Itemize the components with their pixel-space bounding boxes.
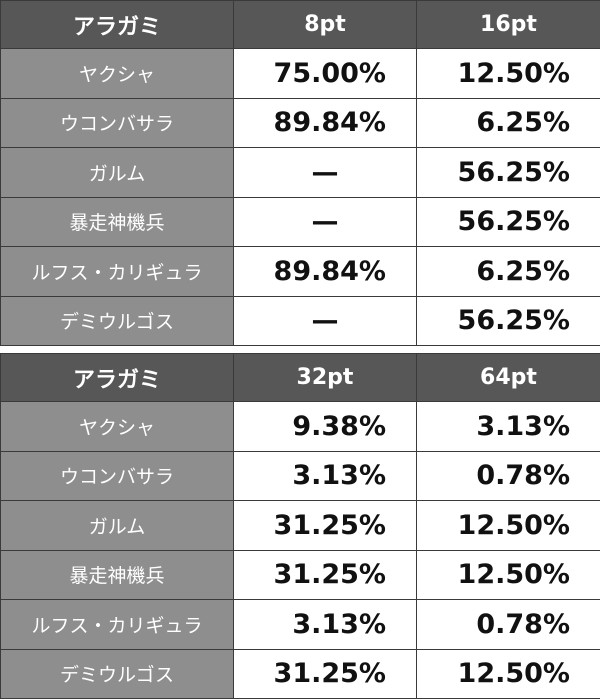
data-row: ヤクシャ 75.00% 12.50% (0, 48, 600, 99)
rate-cell: 9.38% (233, 401, 417, 452)
rate-cell: 89.84% (233, 97, 417, 148)
data-row: ヤクシャ 9.38% 3.13% (0, 401, 600, 452)
rate-cell: 3.13% (233, 450, 417, 501)
enemy-name: ヤクシャ (0, 48, 234, 99)
enemy-name: ルフス・カリギュラ (0, 599, 234, 650)
rate-cell: 12.50% (416, 500, 600, 551)
rate-cell: — (233, 196, 417, 247)
enemy-name: デミウルゴス (0, 648, 234, 699)
rate-cell: 0.78% (416, 450, 600, 501)
data-row: ウコンバサラ 3.13% 0.78% (0, 450, 600, 501)
data-row: デミウルゴス —56.25% (0, 295, 600, 346)
rate-cell: 12.50% (416, 549, 600, 600)
rate-cell: 12.50% (416, 648, 600, 699)
rate-cell: 31.25% (233, 549, 417, 600)
rate-cell: 0.78% (416, 599, 600, 650)
rate-cell: 89.84% (233, 246, 417, 297)
header-row: アラガミ 8pt 16pt (0, 0, 600, 49)
rate-cell: 56.25% (416, 295, 600, 346)
data-row: ガルム 31.25% 12.50% (0, 500, 600, 551)
rate-cell: 6.25% (416, 246, 600, 297)
rate-cell: 31.25% (233, 648, 417, 699)
header-cell: 64pt (416, 353, 600, 402)
header-cell: アラガミ (0, 353, 234, 402)
rate-cell: — (233, 295, 417, 346)
enemy-name: ヤクシャ (0, 401, 234, 452)
enemy-name: デミウルゴス (0, 295, 234, 346)
rate-cell: 12.50% (416, 48, 600, 99)
rate-cell: 6.25% (416, 97, 600, 148)
enemy-name: ウコンバサラ (0, 97, 234, 148)
enemy-name: ルフス・カリギュラ (0, 246, 234, 297)
enemy-name: 暴走神機兵 (0, 549, 234, 600)
header-cell: アラガミ (0, 0, 234, 49)
data-row: 暴走神機兵 31.25% 12.50% (0, 549, 600, 600)
rate-cell: 56.25% (416, 196, 600, 247)
rate-cell: 75.00% (233, 48, 417, 99)
rate-table: アラガミ 8pt 16pt ヤクシャ 75.00% 12.50% ウコンバサラ 89.84% 6… (0, 0, 600, 346)
rate-cell: 56.25% (416, 147, 600, 198)
header-row: アラガミ 32pt 64pt (0, 353, 600, 402)
data-row: ルフス・カリギュラ 3.13% 0.78% (0, 599, 600, 650)
rate-cell: 3.13% (233, 599, 417, 650)
data-row: デミウルゴス 31.25% 12.50% (0, 648, 600, 699)
enemy-name: ウコンバサラ (0, 450, 234, 501)
rate-table: アラガミ 32pt 64pt ヤクシャ 9.38% 3.13% ウコンバサラ 3.13% 0.7… (0, 353, 600, 699)
header-cell: 8pt (233, 0, 417, 49)
data-row: ガルム —56.25% (0, 147, 600, 198)
enemy-name: ガルム (0, 147, 234, 198)
data-row: 暴走神機兵 —56.25% (0, 196, 600, 247)
data-row: ルフス・カリギュラ 89.84% 6.25% (0, 246, 600, 297)
rate-cell: 3.13% (416, 401, 600, 452)
enemy-name: 暴走神機兵 (0, 196, 234, 247)
header-cell: 16pt (416, 0, 600, 49)
header-cell: 32pt (233, 353, 417, 402)
data-row: ウコンバサラ 89.84% 6.25% (0, 97, 600, 148)
rate-cell: 31.25% (233, 500, 417, 551)
enemy-name: ガルム (0, 500, 234, 551)
rate-cell: — (233, 147, 417, 198)
